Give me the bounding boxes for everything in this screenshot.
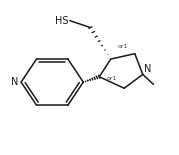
- Text: or1: or1: [106, 76, 117, 81]
- Text: N: N: [11, 77, 18, 87]
- Text: HS: HS: [55, 16, 68, 26]
- Text: N: N: [144, 64, 151, 74]
- Text: or1: or1: [118, 44, 128, 49]
